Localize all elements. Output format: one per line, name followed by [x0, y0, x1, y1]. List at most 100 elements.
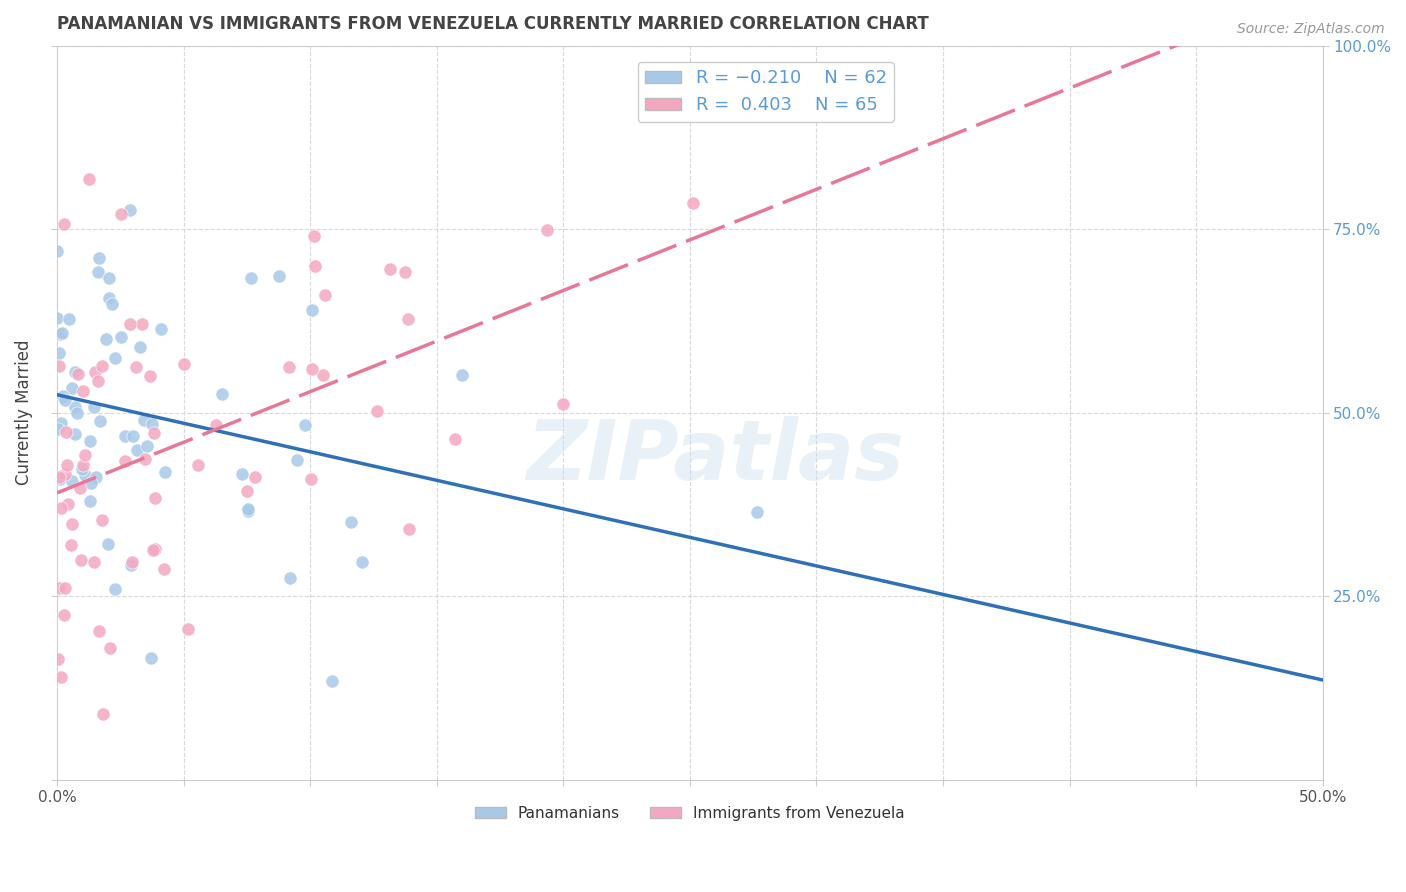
Point: [134, 451, 156, 466]
Point: [236, 484, 259, 499]
Point: [104, 351, 127, 365]
Point: [211, 386, 233, 401]
Point: [46, 244, 69, 258]
Point: [72, 458, 94, 472]
Point: [83, 400, 105, 414]
Point: [55, 425, 77, 439]
Point: [153, 562, 176, 576]
Point: [53, 467, 76, 481]
Point: [53, 607, 76, 622]
Point: [173, 357, 195, 371]
Point: [267, 268, 290, 283]
Point: [143, 541, 166, 556]
Point: [278, 360, 301, 375]
Point: [139, 651, 162, 665]
Point: [299, 472, 322, 486]
Point: [366, 403, 388, 417]
Point: [121, 555, 143, 569]
Point: [87, 624, 110, 639]
Point: [114, 454, 136, 468]
Point: [87, 374, 110, 388]
Point: [51, 326, 73, 341]
Point: [72, 461, 94, 475]
Point: [118, 318, 141, 332]
Point: [46, 311, 69, 326]
Point: [150, 322, 173, 336]
Point: [394, 265, 416, 279]
Point: [60, 538, 83, 552]
Point: [120, 202, 142, 217]
Point: [75, 448, 97, 462]
Y-axis label: Currently Married: Currently Married: [15, 340, 32, 485]
Point: [120, 558, 142, 573]
Point: [285, 452, 308, 467]
Point: [350, 556, 373, 570]
Point: [79, 434, 101, 448]
Point: [48, 346, 70, 360]
Point: [129, 340, 152, 354]
Point: [53, 393, 76, 408]
Point: [153, 465, 176, 479]
Point: [63, 426, 86, 441]
Point: [302, 228, 325, 243]
Point: [240, 271, 263, 285]
Point: [110, 329, 132, 343]
Point: [187, 458, 209, 472]
Point: [122, 428, 145, 442]
Point: [398, 522, 420, 536]
Point: [142, 542, 165, 557]
Point: [682, 196, 704, 211]
Point: [51, 416, 73, 430]
Point: [79, 172, 101, 186]
Point: [340, 515, 363, 529]
Point: [62, 474, 84, 488]
Point: [238, 502, 260, 516]
Text: ZIPatlas: ZIPatlas: [526, 417, 904, 497]
Point: [301, 302, 323, 317]
Point: [96, 332, 118, 346]
Point: [91, 359, 114, 373]
Point: [294, 418, 316, 433]
Point: [60, 380, 83, 394]
Point: [53, 217, 76, 231]
Point: [177, 623, 200, 637]
Point: [98, 640, 121, 655]
Point: [304, 259, 326, 273]
Point: [301, 361, 323, 376]
Point: [56, 497, 79, 511]
Point: [231, 467, 253, 482]
Point: [48, 469, 70, 483]
Point: [236, 504, 259, 518]
Point: [80, 475, 103, 490]
Text: Source: ZipAtlas.com: Source: ZipAtlas.com: [1237, 22, 1385, 37]
Point: [69, 481, 91, 495]
Point: [312, 368, 335, 383]
Point: [89, 414, 111, 428]
Legend: Panamanians, Immigrants from Venezuela: Panamanians, Immigrants from Venezuela: [470, 800, 911, 827]
Point: [747, 505, 769, 519]
Point: [125, 359, 148, 374]
Point: [63, 365, 86, 379]
Point: [321, 674, 343, 689]
Point: [84, 365, 107, 379]
Point: [132, 413, 155, 427]
Point: [204, 418, 226, 433]
Point: [49, 500, 72, 515]
Point: [125, 443, 148, 458]
Point: [70, 553, 93, 567]
Point: [396, 311, 419, 326]
Point: [84, 470, 107, 484]
Point: [46, 422, 69, 436]
Point: [314, 287, 336, 301]
Point: [60, 516, 83, 531]
Point: [97, 537, 120, 551]
Point: [114, 429, 136, 443]
Point: [55, 458, 77, 472]
Point: [52, 388, 75, 402]
Point: [101, 297, 124, 311]
Point: [141, 417, 163, 432]
Point: [89, 251, 111, 265]
Point: [536, 223, 558, 237]
Point: [49, 670, 72, 684]
Point: [110, 207, 132, 221]
